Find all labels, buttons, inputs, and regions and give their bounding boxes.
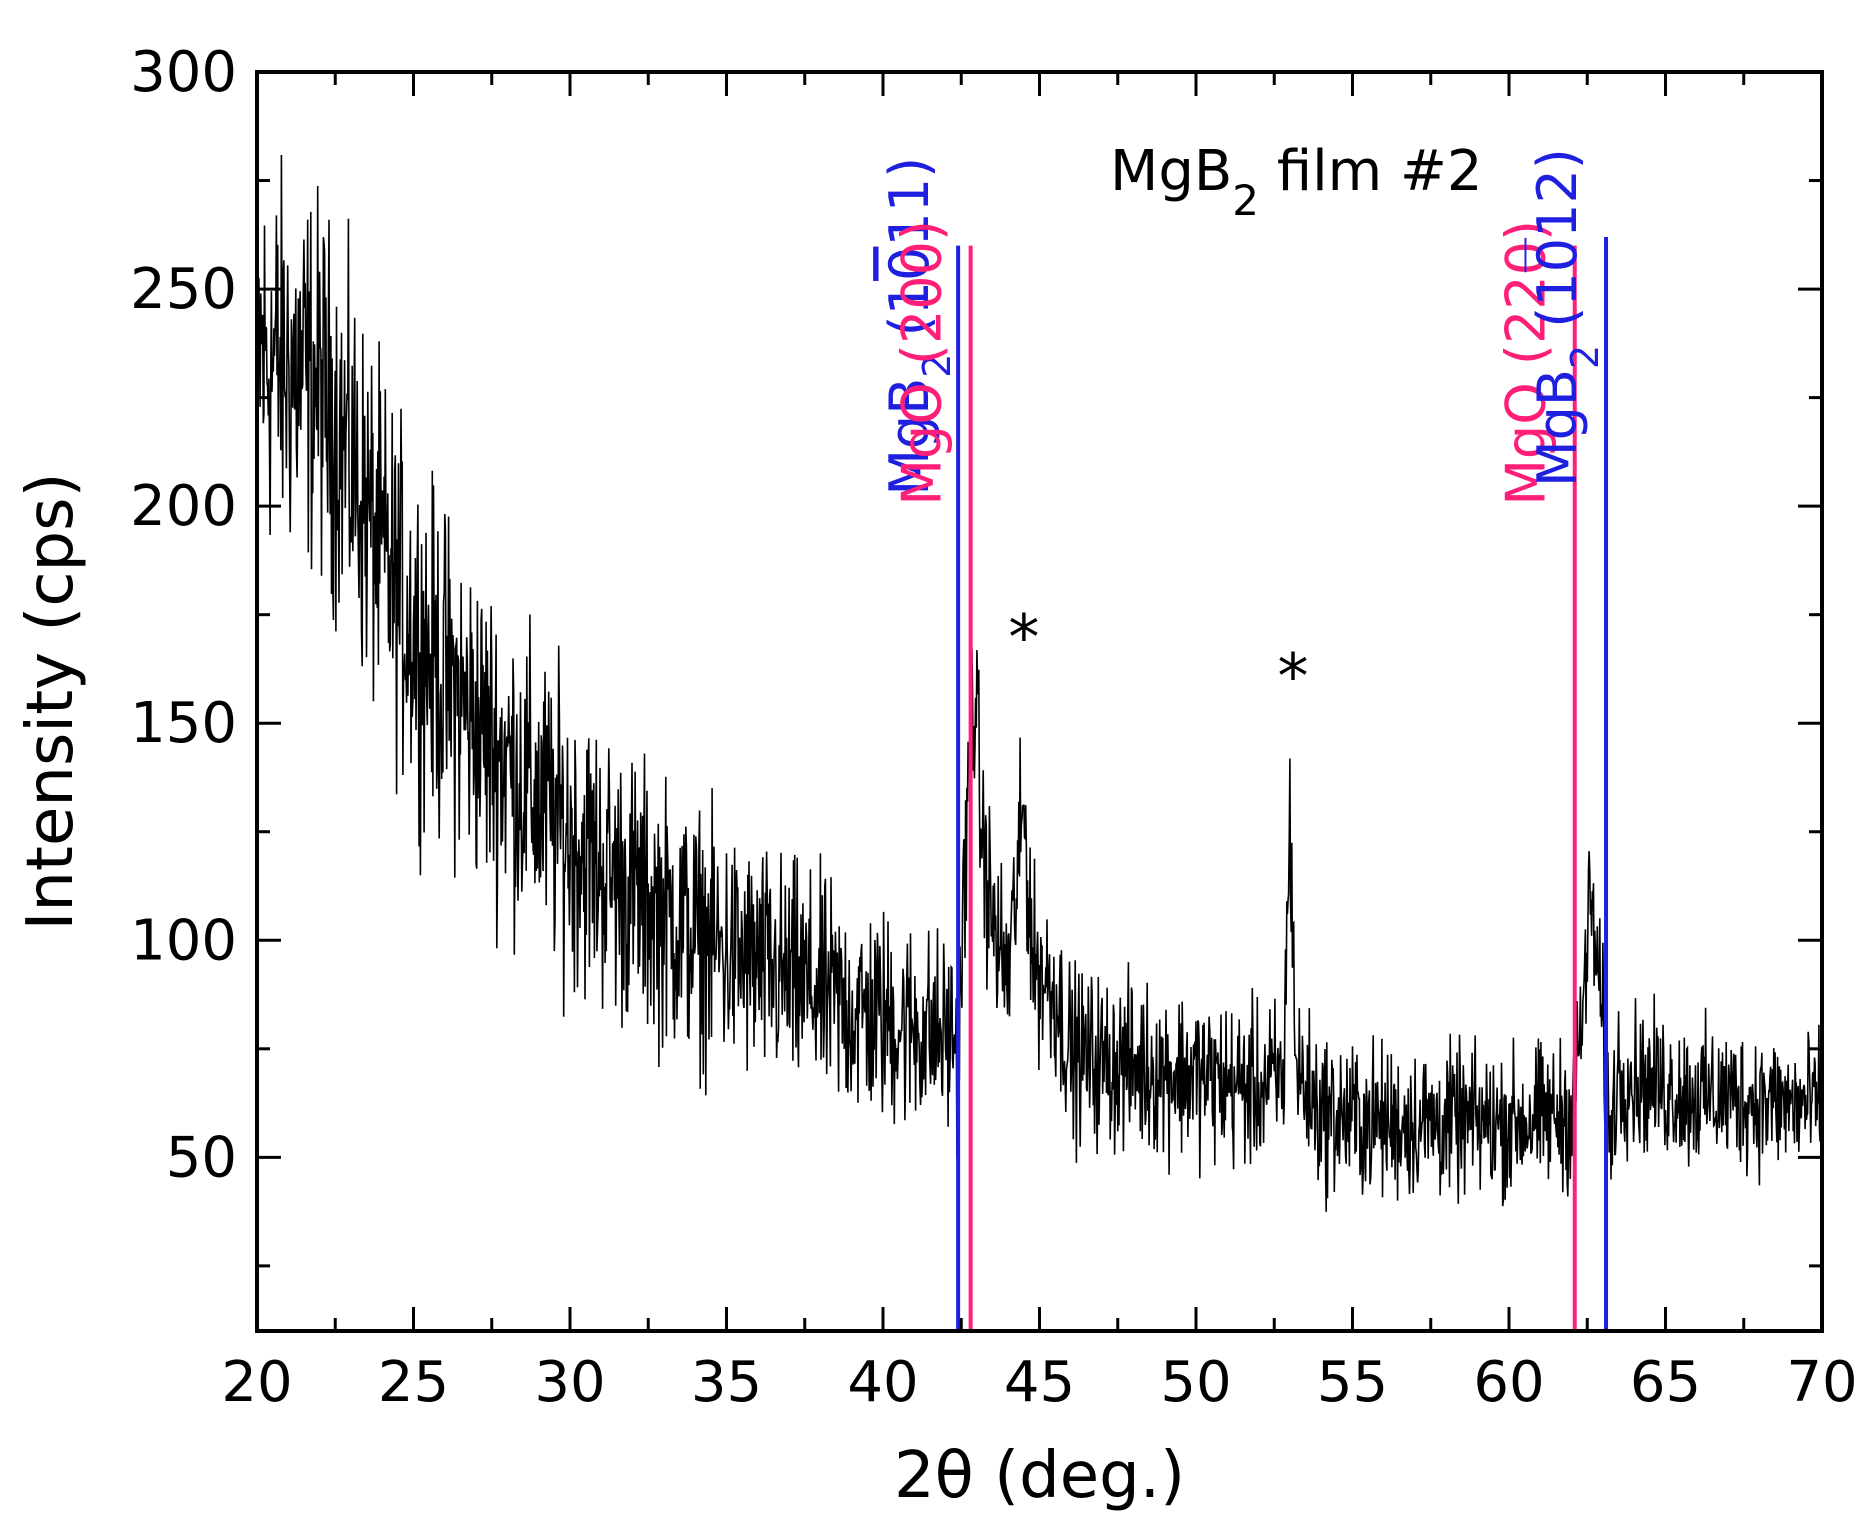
reference-label-main-2: MgO (220) xyxy=(1495,220,1558,506)
y-tick-label: 200 xyxy=(130,474,237,539)
reference-label-0: MgB2 (1011) xyxy=(878,157,959,496)
x-tick-label: 65 xyxy=(1630,1350,1701,1415)
y-tick-label: 300 xyxy=(130,40,237,105)
peak-marker-0: * xyxy=(1008,601,1039,674)
y-tick-label: 150 xyxy=(130,691,237,756)
x-tick-label: 30 xyxy=(534,1350,605,1415)
x-tick-label: 20 xyxy=(221,1350,292,1415)
x-tick-label: 25 xyxy=(378,1350,449,1415)
plot-frame xyxy=(255,70,1824,1333)
reference-label-rest-bar-0: 0 xyxy=(878,247,941,281)
peak-marker-1: * xyxy=(1278,640,1309,713)
reference-label-rest-b-3: 12) xyxy=(1526,148,1589,238)
reference-label-rest-bar-3: 0 xyxy=(1526,238,1589,272)
reference-label-rest-a-3: (1 xyxy=(1526,272,1589,345)
reference-label-main-1: MgO (200) xyxy=(891,220,954,506)
reference-label-sub-0: 2 xyxy=(915,354,959,378)
reference-label-3: MgB2 (1012) xyxy=(1526,148,1607,487)
reference-label-sub-3: 2 xyxy=(1563,345,1607,369)
y-tick-label: 50 xyxy=(166,1125,237,1190)
y-axis-title: Intensity (cps) xyxy=(14,473,88,931)
x-tick-label: 55 xyxy=(1317,1350,1388,1415)
reference-label-main-3: MgB xyxy=(1526,369,1589,487)
annotations: ** xyxy=(1008,601,1308,713)
x-tick-label: 60 xyxy=(1473,1350,1544,1415)
sample-label: MgB2 film #2 xyxy=(1110,139,1483,225)
x-axis-title: 2θ (deg.) xyxy=(894,1439,1185,1513)
x-tick-label: 50 xyxy=(1160,1350,1231,1415)
x-tick-label: 45 xyxy=(1004,1350,1075,1415)
data-layer xyxy=(256,154,1823,1212)
reference-label-rest-a-0: (1 xyxy=(878,281,941,354)
sample-label-rest: film #2 xyxy=(1259,139,1483,204)
x-tick-label: 40 xyxy=(847,1350,918,1415)
reference-label-1: MgO (200) xyxy=(891,220,954,506)
x-tick-label: 70 xyxy=(1786,1350,1857,1415)
reference-lines: MgB2 (1011)MgO (200) MgO (220)MgB2 (1012) xyxy=(878,148,1609,1331)
x-tick-label: 35 xyxy=(691,1350,762,1415)
y-tick-label: 250 xyxy=(130,257,237,322)
reference-label-main-0: MgB xyxy=(878,378,941,496)
y-tick-label: 100 xyxy=(130,908,237,973)
sample-label-main: MgB xyxy=(1110,139,1232,204)
data-series-line-0 xyxy=(256,154,1823,1212)
sample-label-sub: 2 xyxy=(1232,176,1259,225)
reference-label-2: MgO (220) xyxy=(1495,220,1558,506)
reference-label-rest-b-0: 11) xyxy=(878,157,941,247)
